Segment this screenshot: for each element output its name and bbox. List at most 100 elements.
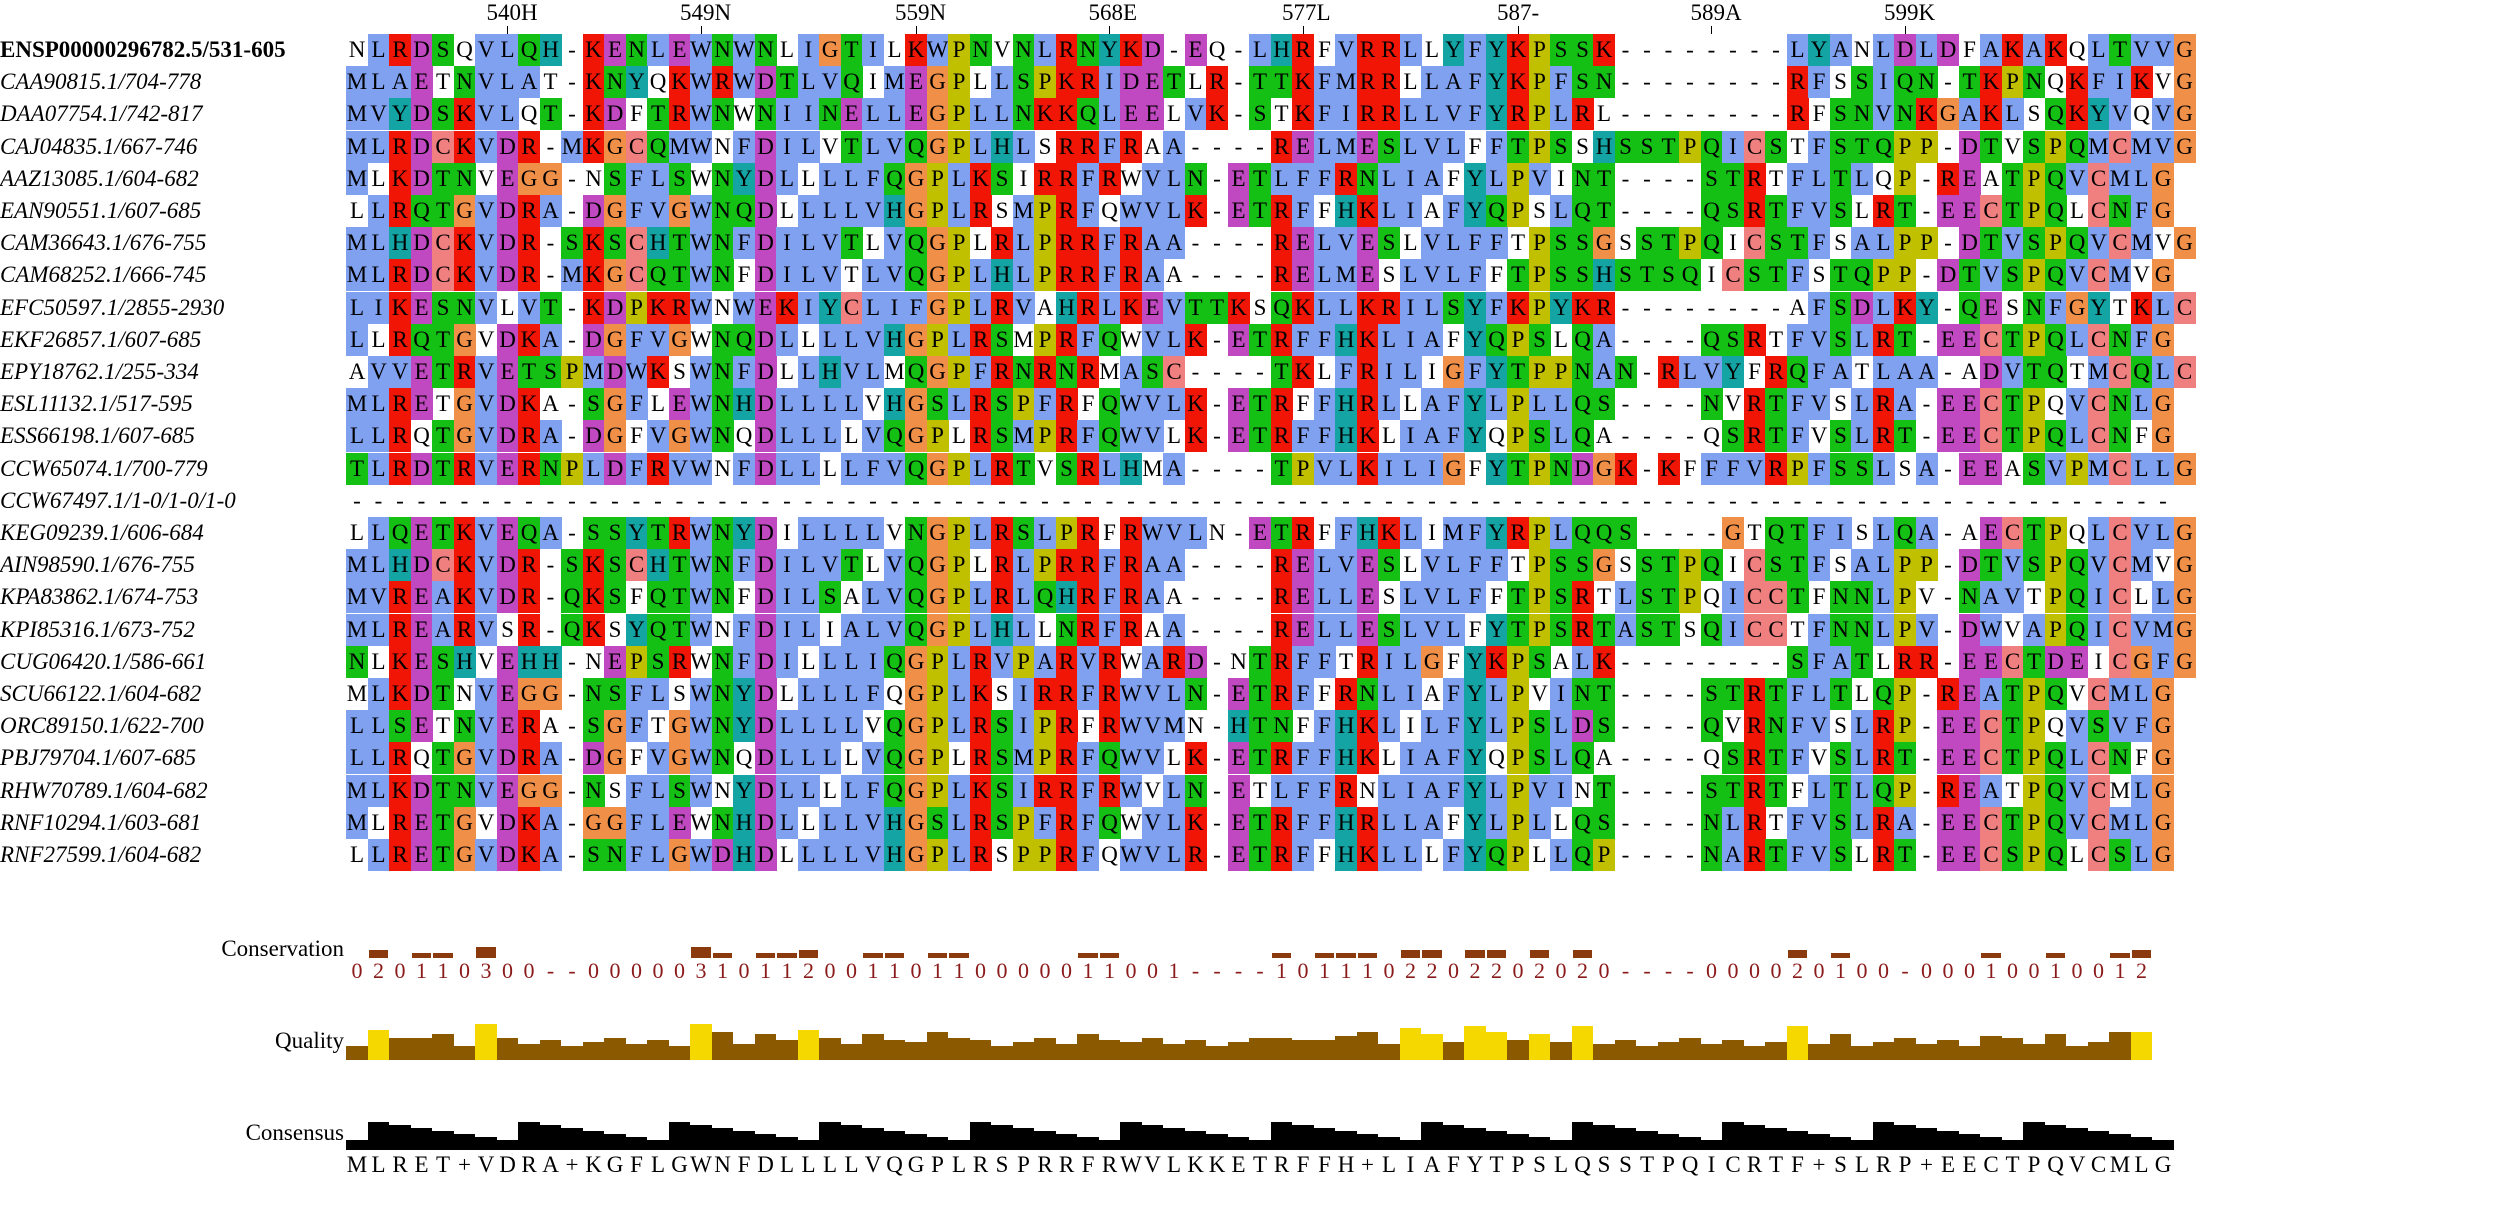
residue-cell: P [1012, 388, 1035, 421]
residue-cell: V [1141, 678, 1164, 710]
residue-cell: - [1686, 777, 1694, 803]
residue-cell: T [1765, 259, 1787, 292]
residue-cell: G [926, 613, 949, 646]
quality-bar [2023, 1044, 2045, 1060]
residue-cell: G [604, 130, 626, 163]
residue-cell: - [374, 487, 383, 513]
residue-cell: W [690, 839, 712, 871]
sequence-name[interactable]: KPI85316.1/673-752 [0, 616, 195, 642]
residue-cell: M [668, 130, 691, 163]
residue-cell: K [453, 549, 476, 582]
sequence-name[interactable]: CCW65074.1/700-779 [0, 455, 208, 481]
residue-cell: V [1163, 517, 1185, 549]
residue-cell: L [779, 681, 795, 706]
sequence-name[interactable]: EAN90551.1/607-685 [0, 198, 202, 223]
sequence-name[interactable]: AIN98590.1/676-755 [0, 552, 195, 578]
residue-cell: T [1249, 420, 1271, 453]
residue-cell: Q [1098, 420, 1121, 453]
sequence-name[interactable]: KPA83862.1/674-753 [0, 584, 199, 610]
residue-cell: V [1700, 356, 1723, 388]
residue-cell: T [2023, 517, 2045, 549]
quality-bar [625, 1044, 647, 1060]
residue-cell: L [1378, 388, 1400, 421]
sequence-name[interactable]: ESL11132.1/517-595 [0, 391, 193, 417]
residue-cell: V [883, 549, 906, 582]
residue-cell: I [1421, 452, 1443, 485]
residue-cell: G [453, 195, 476, 227]
residue-cell: D [496, 839, 519, 871]
residue-cell: D [1571, 710, 1594, 743]
residue-cell: T [1252, 777, 1268, 803]
residue-cell: V [2152, 130, 2174, 163]
residue-cell: - [1643, 198, 1651, 223]
quality-bar [969, 1040, 991, 1060]
sequence-name[interactable]: ORC89150.1/622-700 [0, 713, 204, 739]
residue-cell: T [1657, 130, 1680, 163]
residue-cell: S [2087, 710, 2110, 743]
residue-cell: - [740, 487, 748, 513]
residue-cell: A [1421, 774, 1443, 807]
quality-bar [1292, 1040, 1314, 1060]
residue-cell: R [1743, 806, 1766, 839]
sequence-name[interactable]: ESS66198.1/607-685 [0, 423, 195, 449]
sequence-name[interactable]: CAM68252.1/666-745 [0, 262, 207, 288]
residue-cell: R [969, 323, 992, 356]
residue-cell: H [1335, 806, 1357, 839]
sequence-name[interactable]: DAA07754.1/742-817 [0, 101, 203, 127]
residue-cell: A [1614, 613, 1637, 646]
consensus-bar [1249, 1140, 1271, 1150]
residue-cell: L [1034, 517, 1056, 549]
residue-cell: V [1724, 713, 1742, 739]
residue-cell: - [1234, 133, 1243, 159]
sequence-name[interactable]: EKF26857.1/607-685 [0, 326, 202, 352]
residue-cell: A [1141, 549, 1164, 582]
residue-cell: - [1105, 487, 1114, 513]
residue-cell: - [1514, 487, 1522, 513]
residue-cell: - [761, 487, 770, 513]
sequence-name[interactable]: EFC50597.1/2855-2930 [0, 294, 225, 320]
consensus-residue: L [779, 1152, 795, 1177]
residue-cell: L [797, 195, 820, 227]
residue-cell: N [711, 323, 734, 356]
conservation-score: 0 [1813, 958, 1825, 983]
residue-cell: - [1772, 101, 1780, 127]
sequence-name[interactable]: RHW70789.1/604-682 [0, 777, 208, 803]
residue-cell: R [1055, 227, 1078, 260]
sequence-name[interactable]: CAM36643.1/676-755 [0, 230, 207, 256]
residue-cell: F [1808, 452, 1830, 485]
residue-cell: Y [1464, 742, 1486, 775]
residue-cell: D [1937, 34, 1959, 66]
sequence-name[interactable]: CCW67497.1/1-0/1-0/1-0 [0, 487, 236, 513]
sequence-name[interactable]: KEG09239.1/606-684 [0, 520, 204, 545]
residue-cell: F [733, 130, 755, 163]
residue-cell: A [1595, 423, 1613, 449]
sequence-name[interactable]: PBJ79704.1/607-685 [0, 745, 197, 771]
residue-cell: A [1163, 130, 1185, 163]
sequence-name[interactable]: CUG06420.1/586-661 [0, 648, 207, 674]
sequence-name[interactable]: SCU66122.1/604-682 [0, 681, 202, 706]
sequence-name[interactable]: CAA90815.1/704-778 [0, 69, 202, 95]
residue-cell: P [948, 291, 970, 324]
sequence-name[interactable]: AAZ13085.1/604-682 [0, 165, 199, 191]
sequence-name[interactable]: ENSP00000296782.5/531-605 [0, 37, 286, 62]
residue-cell: S [1550, 549, 1572, 582]
residue-cell: G [668, 839, 691, 871]
residue-cell: C [1722, 259, 1744, 292]
conservation-score: 0 [459, 958, 470, 983]
consensus-residue: E [1940, 1152, 1956, 1177]
consensus-bar [991, 1125, 1013, 1150]
consensus-bar [1335, 1131, 1357, 1150]
residue-cell: - [1729, 294, 1737, 320]
residue-cell: P [948, 517, 970, 549]
sequence-name[interactable]: CAJ04835.1/667-746 [0, 133, 198, 159]
sequence-name[interactable]: RNF27599.1/604-682 [0, 842, 202, 867]
residue-cell: F [1296, 713, 1310, 739]
residue-cell: A [432, 581, 454, 614]
residue-cell: S [1834, 230, 1847, 256]
sequence-name[interactable]: EPY18762.1/255-334 [0, 359, 199, 384]
residue-cell: - [1664, 520, 1673, 545]
sequence-name[interactable]: RNF10294.1/603-681 [0, 809, 202, 835]
residue-cell: - [1922, 262, 1931, 288]
residue-cell: K [582, 66, 605, 99]
